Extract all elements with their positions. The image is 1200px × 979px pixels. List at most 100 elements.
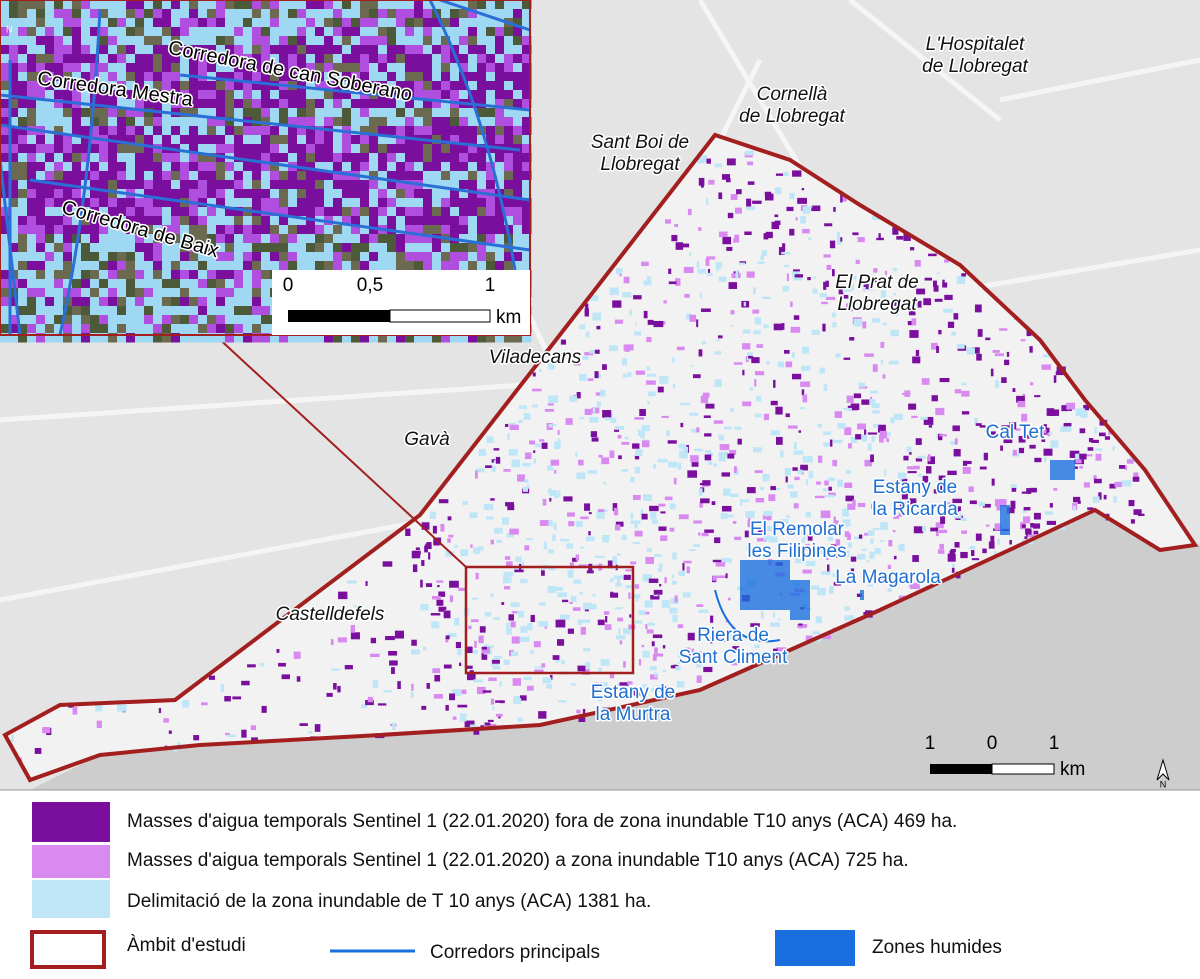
inset-cell bbox=[189, 45, 199, 55]
inset-cell bbox=[423, 198, 433, 208]
inset-cell bbox=[441, 99, 451, 109]
inset-cell bbox=[225, 306, 235, 316]
water-patch bbox=[882, 374, 886, 379]
inset-cell bbox=[45, 225, 55, 235]
water-patch bbox=[832, 459, 838, 467]
inset-cell bbox=[171, 198, 181, 208]
inset-cell bbox=[144, 243, 154, 253]
water-patch bbox=[473, 547, 481, 554]
inset-cell bbox=[189, 243, 199, 253]
water-patch bbox=[663, 300, 667, 304]
water-patch bbox=[517, 717, 524, 722]
inset-cell bbox=[279, 171, 289, 181]
water-patch bbox=[720, 512, 728, 520]
water-patch bbox=[552, 655, 560, 660]
inset-cell bbox=[117, 324, 127, 334]
water-patch bbox=[1103, 494, 1107, 500]
inset-cell bbox=[225, 261, 235, 271]
inset-cell bbox=[522, 261, 532, 271]
water-patch bbox=[502, 517, 509, 525]
inset-cell bbox=[405, 72, 415, 82]
water-patch bbox=[182, 700, 190, 708]
inset-cell bbox=[72, 180, 82, 190]
water-patch bbox=[466, 673, 476, 681]
inset-cell bbox=[180, 126, 190, 136]
water-patch bbox=[754, 379, 757, 387]
inset-cell bbox=[126, 252, 136, 262]
water-patch bbox=[338, 591, 348, 600]
inset-cell bbox=[486, 9, 496, 19]
water-patch bbox=[587, 604, 597, 610]
inset-cell bbox=[252, 306, 262, 316]
inset-cell bbox=[351, 153, 361, 163]
inset-cell bbox=[351, 162, 361, 172]
inset-cell bbox=[441, 333, 451, 343]
water-patch bbox=[756, 344, 764, 348]
inset-cell bbox=[333, 144, 343, 154]
inset-cell bbox=[81, 135, 91, 145]
inset-cell bbox=[54, 207, 64, 217]
inset-cell bbox=[486, 99, 496, 109]
inset-cell bbox=[252, 126, 262, 136]
inset-cell bbox=[459, 261, 469, 271]
water-patch bbox=[734, 234, 740, 243]
water-patch bbox=[383, 690, 392, 693]
inset-cell bbox=[306, 54, 316, 64]
water-patch bbox=[573, 361, 581, 366]
inset-cell bbox=[198, 288, 208, 298]
inset-cell bbox=[81, 9, 91, 19]
water-patch bbox=[793, 276, 803, 281]
inset-cell bbox=[342, 225, 352, 235]
inset-cell bbox=[225, 63, 235, 73]
inset-cell bbox=[27, 45, 37, 55]
legend-label: Masses d'aigua temporals Sentinel 1 (22.… bbox=[127, 850, 909, 871]
inset-cell bbox=[180, 99, 190, 109]
inset-cell bbox=[72, 27, 82, 37]
water-patch bbox=[781, 323, 785, 330]
inset-cell bbox=[504, 36, 514, 46]
water-patch bbox=[903, 455, 909, 461]
water-patch bbox=[707, 452, 714, 457]
inset-cell bbox=[135, 207, 145, 217]
water-patch bbox=[637, 429, 641, 432]
water-patch bbox=[723, 634, 728, 643]
inset-cell bbox=[153, 18, 163, 28]
water-patch bbox=[864, 532, 869, 536]
water-patch bbox=[994, 353, 1004, 357]
inset-cell bbox=[441, 144, 451, 154]
water-patch bbox=[652, 519, 659, 524]
water-patch bbox=[193, 735, 200, 741]
inset-cell bbox=[54, 126, 64, 136]
inset-cell bbox=[297, 261, 307, 271]
water-patch bbox=[596, 325, 601, 330]
inset-cell bbox=[117, 0, 127, 10]
inset-cell bbox=[81, 81, 91, 91]
water-patch bbox=[726, 632, 731, 639]
inset-cell bbox=[423, 261, 433, 271]
inset-cell bbox=[261, 0, 271, 10]
inset-cell bbox=[396, 45, 406, 55]
water-patch bbox=[774, 220, 781, 226]
water-patch bbox=[505, 502, 514, 507]
inset-cell bbox=[36, 189, 46, 199]
water-patch bbox=[610, 417, 617, 424]
inset-cell bbox=[288, 243, 298, 253]
water-patch bbox=[819, 293, 828, 298]
inset-cell bbox=[486, 90, 496, 100]
inset-cell bbox=[297, 90, 307, 100]
inset-cell bbox=[486, 243, 496, 253]
inset-cell bbox=[126, 108, 136, 118]
water-patch bbox=[1029, 346, 1033, 353]
water-patch bbox=[887, 564, 892, 569]
inset-cell bbox=[477, 18, 487, 28]
inset-cell bbox=[45, 63, 55, 73]
water-patch bbox=[982, 503, 991, 508]
inset-cell bbox=[45, 180, 55, 190]
inset-cell bbox=[27, 36, 37, 46]
inset-cell bbox=[495, 252, 505, 262]
water-patch bbox=[556, 353, 566, 357]
inset-cell bbox=[315, 90, 325, 100]
water-patch bbox=[792, 373, 802, 380]
water-patch bbox=[689, 548, 697, 552]
inset-cell bbox=[288, 153, 298, 163]
